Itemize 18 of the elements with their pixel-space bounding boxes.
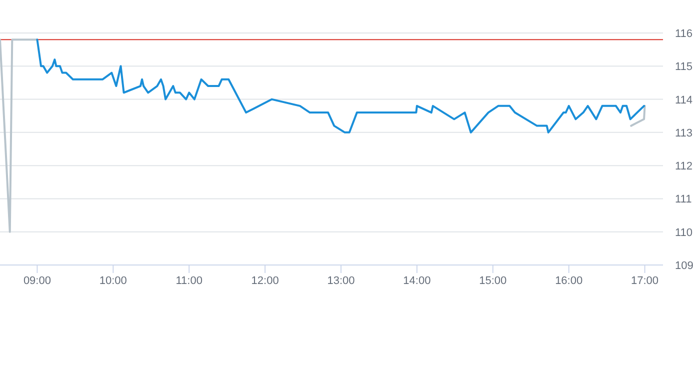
x-tick-label: 09:00	[23, 275, 51, 287]
y-tick-label: 109	[675, 260, 693, 272]
x-tick-label: 12:00	[251, 275, 279, 287]
x-tick-label: 11:00	[176, 275, 202, 287]
y-tick-label: 110	[675, 226, 693, 239]
x-tick-label: 17:00	[631, 275, 659, 287]
x-tick-label: 15:00	[479, 275, 507, 287]
y-tick-label: 114	[675, 94, 693, 106]
x-tick-label: 16:00	[555, 275, 583, 287]
x-tick-label: 10:00	[99, 275, 127, 287]
x-tick-label: 13:00	[327, 275, 355, 287]
line-series	[36, 38, 646, 134]
y-tick-label: 113	[675, 127, 693, 140]
y-tick-label: 115	[675, 61, 693, 74]
y-tick-label: 112	[675, 160, 693, 173]
y-tick-label: 111	[675, 194, 692, 206]
x-tick-label: 14:00	[403, 275, 431, 287]
y-tick-label: 116	[675, 28, 693, 40]
